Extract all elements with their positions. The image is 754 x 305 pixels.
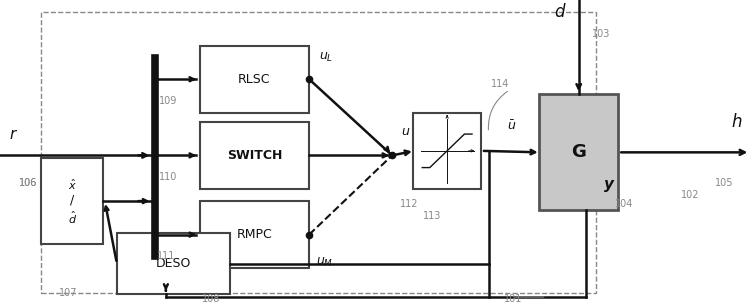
Text: RLSC: RLSC (238, 73, 271, 86)
Text: 111: 111 (157, 251, 175, 261)
Text: $\mathbf{G}$: $\mathbf{G}$ (571, 143, 587, 161)
Text: 110: 110 (159, 172, 177, 182)
Text: $u_L$: $u_L$ (319, 51, 333, 64)
Text: $u_M$: $u_M$ (316, 256, 333, 269)
Text: $\boldsymbol{y}$: $\boldsymbol{y}$ (602, 178, 615, 194)
Bar (413, 113, 481, 189)
Text: 101: 101 (504, 294, 522, 303)
Text: $d$: $d$ (553, 3, 566, 21)
Text: SWITCH: SWITCH (227, 149, 282, 162)
Text: 103: 103 (592, 28, 611, 38)
Text: 109: 109 (159, 95, 177, 106)
Text: 104: 104 (615, 199, 633, 209)
Text: $\bar{u}$: $\bar{u}$ (507, 120, 516, 133)
Bar (41, 158, 103, 244)
Bar (117, 233, 230, 294)
Text: 106: 106 (19, 178, 37, 188)
Text: DESO: DESO (156, 257, 191, 270)
Text: RMPC: RMPC (237, 228, 272, 241)
Text: 114: 114 (491, 79, 509, 89)
Text: $\hat{d}$: $\hat{d}$ (68, 210, 77, 226)
Text: 106: 106 (19, 178, 37, 188)
Text: $u$: $u$ (401, 124, 410, 138)
Bar (200, 201, 309, 268)
Text: 102: 102 (681, 190, 699, 200)
Text: $h$: $h$ (731, 113, 743, 131)
Bar (41, 12, 596, 292)
Text: 112: 112 (400, 199, 418, 209)
Bar (539, 95, 618, 210)
Bar (200, 122, 309, 189)
Text: $\hat{x}$: $\hat{x}$ (68, 177, 77, 192)
Text: 108: 108 (202, 294, 220, 303)
Text: $r$: $r$ (9, 127, 18, 142)
Text: 107: 107 (59, 288, 77, 297)
Text: 105: 105 (715, 178, 733, 188)
Bar (200, 46, 309, 113)
Text: 113: 113 (423, 211, 441, 221)
Text: /: / (70, 193, 75, 206)
